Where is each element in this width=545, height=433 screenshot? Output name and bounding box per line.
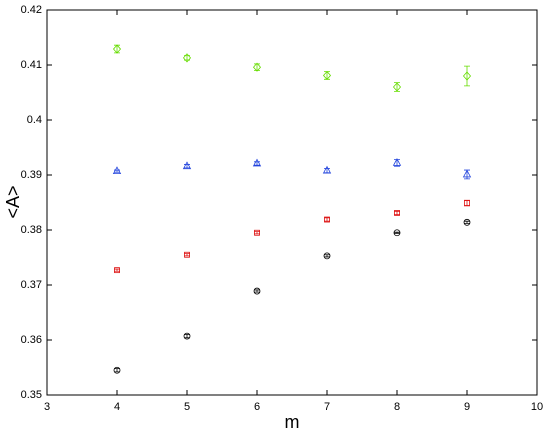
y-tick-label: 0.4 [27,114,42,126]
error-bar [394,210,400,215]
marker [393,229,401,237]
error-bar [324,71,330,80]
marker [392,158,402,166]
marker [462,71,472,81]
error-bar [324,217,330,222]
marker [322,70,332,81]
error-bar [184,334,190,339]
marker [254,229,260,236]
error-bar [394,231,400,234]
error-bar [114,368,120,373]
y-tick-label: 0.39 [21,169,42,181]
x-tick-label: 10 [531,401,543,413]
marker [253,287,261,295]
marker [322,165,332,174]
x-tick-label: 7 [324,401,330,413]
error-bar [184,253,190,257]
marker [323,252,331,260]
marker [462,169,472,178]
error-bar [114,44,120,54]
marker [394,210,400,216]
error-bar [254,231,260,235]
y-tick-label: 0.38 [21,224,42,236]
y-tick-label: 0.41 [21,59,42,71]
error-bar [254,161,260,166]
marker [112,166,122,175]
error-bar [254,63,260,71]
error-bar [394,82,400,92]
marker [252,62,262,72]
marker [112,44,122,54]
x-tick-label: 5 [184,401,190,413]
error-bar [464,220,470,224]
error-bar [324,254,330,258]
marker [114,267,120,274]
marker [182,53,192,63]
error-bar [114,268,120,272]
marker [252,158,262,167]
marker [182,161,192,170]
plot-frame [46,9,538,396]
x-tick-label: 3 [44,401,50,413]
marker [464,200,470,206]
x-tick-label: 8 [394,401,400,413]
x-tick-label: 9 [464,401,470,413]
y-axis-label: <A> [3,185,23,218]
marker [113,366,121,374]
marker [463,218,471,226]
error-bar [184,164,190,169]
y-tick-label: 0.35 [21,389,42,401]
x-axis-label: m [285,412,300,432]
marker [392,82,402,92]
error-bar [464,65,470,87]
marker [184,251,190,258]
marker [183,332,191,340]
y-tick-label: 0.36 [21,334,42,346]
x-tick-label: 6 [254,401,260,413]
error-bar [254,289,260,293]
marker [324,216,330,223]
y-tick-label: 0.37 [21,279,42,291]
x-tick-label: 4 [114,401,120,413]
y-tick-label: 0.42 [21,4,42,16]
